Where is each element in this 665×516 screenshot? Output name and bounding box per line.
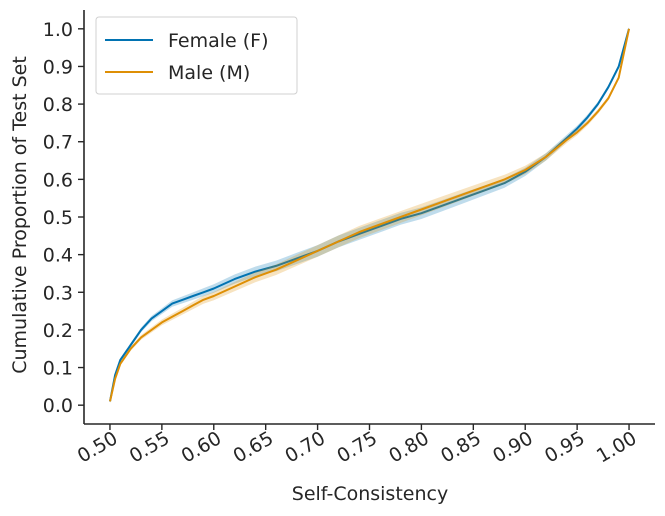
x-tick-label: 0.80 [385, 427, 433, 467]
y-tick-label: 0.6 [43, 169, 73, 191]
series-line-male [109, 28, 630, 402]
x-tick-label: 0.85 [437, 427, 485, 467]
y-tick-label: 0.4 [43, 245, 73, 267]
y-tick-label: 0.5 [43, 207, 73, 229]
y-axis-label: Cumulative Proportion of Test Set [9, 56, 31, 374]
legend: Female (F) Male (M) [95, 16, 298, 95]
x-tick-label: 0.60 [178, 427, 226, 467]
x-tick-label: 1.00 [593, 427, 641, 467]
y-tick-label: 1.0 [43, 19, 73, 41]
series-layer [109, 27, 630, 403]
y-tick-label: 0.1 [43, 358, 73, 380]
x-axis-ticks: 0.50 0.55 0.60 0.65 0.70 0.75 0.80 0.85 0.90 0.95… [74, 424, 641, 467]
x-tick-label: 0.75 [333, 427, 381, 467]
y-tick-label: 0.3 [43, 282, 73, 304]
y-tick-label: 0.9 [43, 56, 73, 78]
y-axis-ticks: 0.0 0.1 0.2 0.3 0.4 0.5 0.6 0.7 0.8 0.9 1.0 [43, 19, 84, 417]
y-tick-label: 0.7 [43, 132, 73, 154]
legend-label-female: Female (F) [168, 30, 269, 52]
x-tick-label: 0.55 [126, 427, 174, 467]
x-tick-label: 0.50 [74, 427, 122, 467]
x-tick-label: 0.65 [230, 427, 278, 467]
legend-frame [95, 16, 298, 95]
x-tick-label: 0.95 [541, 427, 589, 467]
legend-label-male: Male (M) [168, 62, 250, 84]
y-tick-label: 0.2 [43, 320, 73, 342]
x-tick-label: 0.90 [489, 427, 537, 467]
y-tick-label: 0.8 [43, 94, 73, 116]
x-tick-label: 0.70 [281, 427, 329, 467]
y-tick-label: 0.0 [43, 395, 73, 417]
x-axis-label: Self-Consistency [292, 483, 448, 505]
